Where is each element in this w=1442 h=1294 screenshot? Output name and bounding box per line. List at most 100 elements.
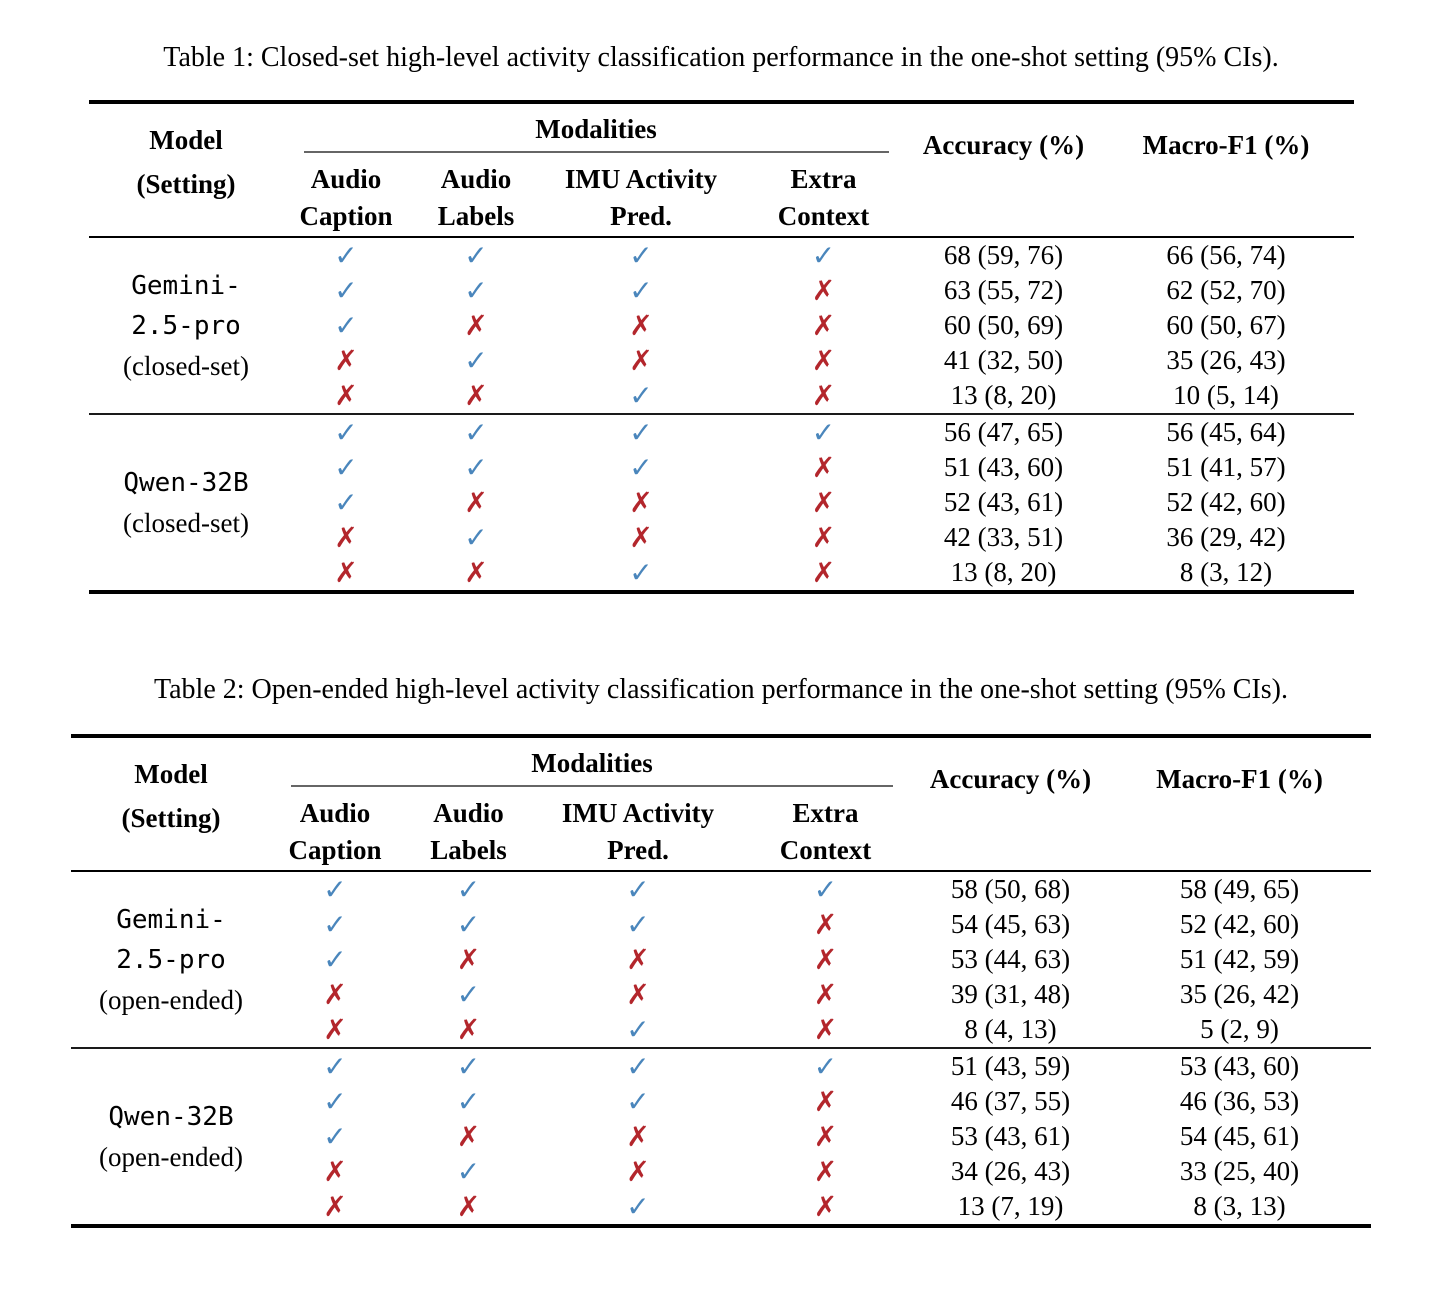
- audio-caption-mark: ✓: [334, 309, 358, 342]
- accuracy-value: 34 (26, 43): [950, 1156, 1071, 1186]
- table-2-header: Model (Setting) Modalities Accuracy (%) …: [71, 736, 1371, 871]
- model-setting: (open-ended): [99, 984, 243, 1015]
- audio-labels-mark: ✓: [464, 416, 488, 449]
- imu-pred-header: IMU Activity Pred.: [544, 153, 739, 237]
- imu-pred-header: IMU Activity Pred.: [538, 787, 738, 871]
- imu-pred-mark: ✓: [629, 239, 653, 272]
- table-row: ✗ ✓ ✗ ✗ 42 (33, 51) 36 (29, 42): [89, 520, 1354, 555]
- audio-caption-mark: ✓: [323, 943, 347, 976]
- table-row: ✗ ✓ ✗ ✗ 39 (31, 48) 35 (26, 42): [71, 977, 1371, 1012]
- audio-caption-mark: ✓: [323, 1120, 347, 1153]
- audio-caption-mark: ✗: [323, 1155, 347, 1188]
- table-row: Gemini- 2.5-pro (open-ended) ✓ ✓ ✓ ✓ 58 …: [71, 871, 1371, 1015]
- extra-context-header: Extra Context: [739, 153, 909, 237]
- modalities-header: Modalities: [271, 736, 913, 787]
- audio-caption-line1: Audio: [310, 164, 382, 194]
- table-row: ✗ ✓ ✗ ✗ 41 (32, 50) 35 (26, 43): [89, 343, 1354, 378]
- audio-labels-mark: ✗: [464, 556, 488, 589]
- macro-f1-value: 60 (50, 67): [1166, 310, 1286, 340]
- accuracy-value: 39 (31, 48): [950, 979, 1071, 1009]
- accuracy-value: 54 (45, 63): [950, 909, 1071, 939]
- table-row: ✗ ✗ ✓ ✗ 13 (8, 20) 10 (5, 14): [89, 378, 1354, 414]
- accuracy-header: Accuracy (%): [922, 130, 1085, 160]
- accuracy-value: 13 (8, 20): [950, 557, 1057, 587]
- extra-context-header: Extra Context: [738, 787, 913, 871]
- macro-f1-value: 58 (49, 65): [1179, 874, 1300, 904]
- table-row: ✗ ✗ ✓ ✗ 8 (4, 13) 5 (2, 9): [71, 1012, 1371, 1048]
- table-row: ✓ ✗ ✗ ✗ 52 (43, 61) 52 (42, 60): [89, 485, 1354, 520]
- audio-labels-mark: ✓: [464, 521, 488, 554]
- macro-f1-value: 5 (2, 9): [1200, 1014, 1279, 1044]
- model-cell-qwen-open: Qwen-32B (open-ended): [71, 1048, 271, 1226]
- table-2-caption: Table 2: Open-ended high-level activity …: [153, 674, 1288, 705]
- accuracy-value: 8 (4, 13): [964, 1014, 1057, 1044]
- imu-pred-mark: ✓: [629, 379, 653, 412]
- extra-context-mark: ✗: [813, 1013, 838, 1046]
- audio-labels-mark: ✗: [464, 486, 488, 519]
- imu-pred-mark: ✗: [626, 978, 650, 1011]
- extra-context-line1: Extra: [790, 164, 857, 194]
- accuracy-value: 46 (37, 55): [950, 1086, 1071, 1116]
- macro-f1-value: 8 (3, 13): [1193, 1191, 1286, 1221]
- extra-context-line2: Context: [779, 835, 872, 865]
- macro-f1-header: Macro-F1 (%): [1142, 130, 1310, 160]
- accuracy-value: 56 (47, 65): [943, 417, 1064, 447]
- extra-context-mark: ✗: [811, 521, 836, 554]
- audio-caption-mark: ✗: [323, 1013, 347, 1046]
- accuracy-value: 51 (43, 59): [950, 1051, 1071, 1081]
- macro-f1-value: 53 (43, 60): [1179, 1051, 1300, 1081]
- audio-labels-header: Audio Labels: [409, 153, 544, 237]
- extra-context-mark: ✗: [811, 274, 836, 307]
- imu-pred-mark: ✗: [626, 1155, 650, 1188]
- accuracy-value: 42 (33, 51): [943, 522, 1064, 552]
- model-setting-header: Model (Setting): [71, 736, 271, 871]
- audio-caption-mark: ✓: [334, 416, 358, 449]
- extra-context-mark: ✓: [811, 239, 836, 272]
- audio-caption-mark: ✗: [334, 521, 358, 554]
- model-cell-gemini-closed: Gemini- 2.5-pro (closed-set): [89, 237, 284, 414]
- gemini-open-ended-block: Gemini- 2.5-pro (open-ended) ✓ ✓ ✓ ✓ 58 …: [71, 871, 1371, 1048]
- extra-context-mark: ✗: [813, 1190, 838, 1223]
- model-name-line1: Qwen-32B: [108, 1101, 234, 1132]
- table-row: ✓ ✓ ✓ ✗ 54 (45, 63) 52 (42, 60): [71, 907, 1371, 942]
- model-header-line1: Model: [134, 759, 208, 789]
- table-row: ✗ ✗ ✓ ✗ 13 (7, 19) 8 (3, 13): [71, 1189, 1371, 1226]
- macro-f1-header: Macro-F1 (%): [1156, 764, 1323, 794]
- audio-caption-mark: ✓: [323, 873, 347, 906]
- accuracy-value: 63 (55, 72): [943, 275, 1064, 305]
- audio-caption-line2: Caption: [299, 201, 393, 231]
- imu-pred-mark: ✓: [626, 1085, 650, 1118]
- macro-f1-value: 66 (56, 74): [1166, 240, 1286, 270]
- audio-labels-mark: ✓: [464, 344, 488, 377]
- audio-labels-mark: ✓: [456, 873, 481, 906]
- extra-context-mark: ✗: [813, 978, 838, 1011]
- macro-f1-value: 10 (5, 14): [1173, 380, 1279, 410]
- table-row: ✓ ✓ ✓ ✗ 46 (37, 55) 46 (36, 53): [71, 1084, 1371, 1119]
- audio-labels-mark: ✓: [456, 1050, 481, 1083]
- macro-f1-value: 33 (25, 40): [1179, 1156, 1300, 1186]
- macro-f1-value: 46 (36, 53): [1179, 1086, 1300, 1116]
- accuracy-value: 53 (44, 63): [950, 944, 1071, 974]
- audio-caption-header: Audio Caption: [271, 787, 399, 871]
- extra-context-mark: ✗: [811, 379, 836, 412]
- model-setting: (closed-set): [123, 507, 249, 538]
- accuracy-value: 13 (7, 19): [957, 1191, 1064, 1221]
- model-setting: (closed-set): [123, 350, 249, 381]
- table-2: Model (Setting) Modalities Accuracy (%) …: [71, 734, 1371, 1228]
- accuracy-value: 53 (43, 61): [950, 1121, 1071, 1151]
- audio-caption-mark: ✓: [334, 451, 358, 484]
- imu-pred-mark: ✗: [626, 1120, 650, 1153]
- imu-pred-mark: ✗: [629, 344, 653, 377]
- audio-labels-mark: ✓: [464, 239, 488, 272]
- model-name-line2: 2.5-pro: [116, 944, 226, 975]
- extra-context-mark: ✗: [811, 344, 836, 377]
- audio-caption-header: Audio Caption: [284, 153, 409, 237]
- macro-f1-value: 56 (45, 64): [1166, 417, 1286, 447]
- extra-context-mark: ✗: [811, 556, 836, 589]
- macro-f1-value: 51 (42, 59): [1179, 944, 1300, 974]
- audio-caption-line1: Audio: [299, 798, 371, 828]
- macro-f1-value: 35 (26, 43): [1166, 345, 1286, 375]
- audio-labels-mark: ✓: [456, 978, 481, 1011]
- audio-labels-mark: ✗: [464, 309, 488, 342]
- audio-caption-mark: ✗: [334, 344, 358, 377]
